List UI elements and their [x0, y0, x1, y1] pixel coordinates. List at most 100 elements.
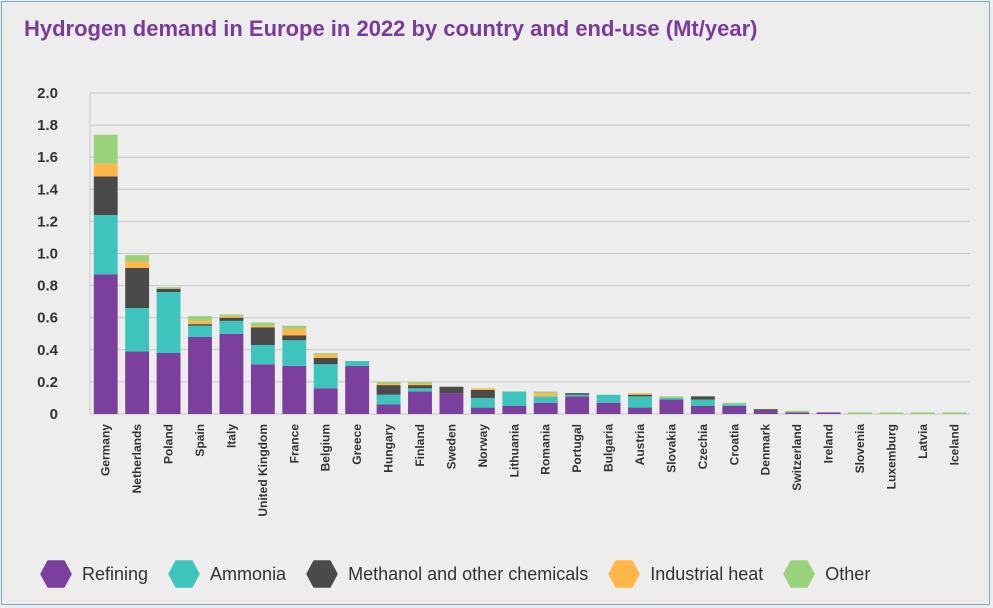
bar-segment — [219, 317, 244, 321]
y-tick-label: 1.2 — [37, 213, 58, 230]
bar-segment — [659, 396, 684, 398]
bar-segment — [753, 410, 778, 414]
bar-segment — [659, 399, 684, 414]
bar-segment — [93, 176, 118, 215]
bar-segment — [502, 391, 527, 406]
y-tick-label: 1.0 — [37, 246, 58, 263]
x-tick-label: Spain — [193, 424, 207, 457]
bar-segment — [596, 402, 621, 414]
x-tick-label: Germany — [99, 424, 113, 476]
bar-segment — [628, 394, 652, 397]
bar-segment — [690, 405, 715, 414]
bar-segment — [408, 381, 432, 384]
bar-segment — [156, 287, 181, 289]
bar-segment — [93, 274, 118, 414]
y-tick-label: 1.6 — [37, 149, 58, 166]
bar-segment — [188, 325, 212, 337]
bar-segment — [376, 404, 401, 414]
bar-segment — [565, 394, 590, 397]
x-tick-label: United Kingdom — [256, 424, 270, 517]
bar-segment — [188, 316, 212, 321]
bar-segment — [282, 328, 307, 336]
bar-segment — [722, 404, 747, 406]
legend-swatch — [783, 560, 816, 588]
legend-item: Refining — [40, 560, 148, 588]
bar-segment — [722, 405, 747, 414]
bar-segment — [628, 407, 652, 414]
bar-segment — [345, 361, 370, 366]
y-tick-label: 2.0 — [37, 85, 58, 102]
x-tick-label: Poland — [162, 424, 176, 464]
bar-segment — [219, 314, 244, 317]
y-tick-label: 1.8 — [37, 117, 58, 134]
bar-segment — [533, 393, 558, 397]
x-tick-label: Netherlands — [130, 424, 144, 494]
bar-segment — [470, 397, 495, 408]
x-tick-label: Denmark — [759, 424, 773, 476]
x-tick-label: Finland — [413, 424, 427, 467]
x-tick-label: Slovenia — [853, 424, 867, 474]
x-tick-label: Slovakia — [664, 424, 678, 473]
x-tick-label: Portugal — [570, 424, 584, 473]
legend-item: Industrial heat — [608, 560, 763, 588]
bar-segment — [250, 322, 275, 326]
legend-swatch — [608, 560, 640, 588]
bar-segment — [722, 402, 747, 405]
bar-segment — [470, 407, 495, 414]
bar-segment — [219, 333, 244, 414]
bar-segment — [313, 354, 338, 358]
x-tick-label: Norway — [476, 424, 490, 468]
bar-segment — [848, 412, 872, 414]
bar-segment — [250, 327, 275, 345]
x-tick-label: Czechia — [696, 424, 710, 470]
bar-segment — [439, 386, 464, 394]
bar-segment — [910, 412, 935, 414]
legend-swatch — [168, 560, 200, 588]
bar-segment — [313, 364, 338, 389]
bar-segment — [690, 399, 715, 406]
legend-label: Methanol and other chemicals — [348, 563, 589, 584]
bar-segment — [408, 383, 432, 386]
bar-segment — [376, 394, 401, 405]
bar-segment — [93, 134, 118, 164]
x-tick-label: Romania — [539, 424, 553, 475]
x-tick-label: Austria — [633, 424, 647, 466]
y-tick-label: 0.2 — [37, 374, 58, 391]
legend: Refining Ammonia Methanol and other chemic… — [40, 560, 890, 588]
bar-segment — [188, 320, 212, 325]
bar-segment — [533, 402, 558, 414]
bar-segment — [156, 288, 181, 293]
bar-segment — [879, 412, 904, 414]
x-tick-label: Greece — [350, 424, 364, 465]
bar-segment — [502, 405, 527, 414]
legend-item: Methanol and other chemicals — [306, 560, 588, 588]
legend-swatch — [306, 560, 338, 588]
bar-segment — [628, 393, 652, 395]
y-tick-label: 0 — [50, 406, 58, 423]
y-tick-label: 1.4 — [37, 181, 59, 198]
bar-segment — [753, 409, 778, 411]
bar-segment — [156, 292, 181, 354]
bar-segment — [125, 255, 150, 262]
bar-segment — [596, 394, 621, 403]
x-tick-label: France — [287, 424, 301, 464]
x-tick-label: Italy — [224, 424, 238, 448]
x-tick-label: Hungary — [382, 424, 396, 473]
x-tick-label: Luxemburg — [884, 424, 898, 489]
x-tick-label: Bulgaria — [602, 424, 616, 472]
y-tick-label: 0.4 — [37, 342, 59, 359]
bar-segment — [188, 324, 212, 326]
bar-segment — [282, 335, 307, 341]
x-tick-label: Iceland — [947, 424, 961, 465]
bar-segment — [376, 385, 401, 395]
legend-item: Ammonia — [168, 560, 286, 588]
x-tick-label: Lithuania — [507, 424, 521, 478]
bar-segment — [785, 412, 810, 414]
bar-segment — [565, 396, 590, 414]
bar-segment — [565, 393, 590, 395]
bar-segment — [376, 383, 401, 386]
bar-segment — [125, 267, 150, 309]
bar-segment — [816, 412, 841, 414]
bar-segment — [408, 388, 432, 392]
bar-segment — [250, 364, 275, 414]
